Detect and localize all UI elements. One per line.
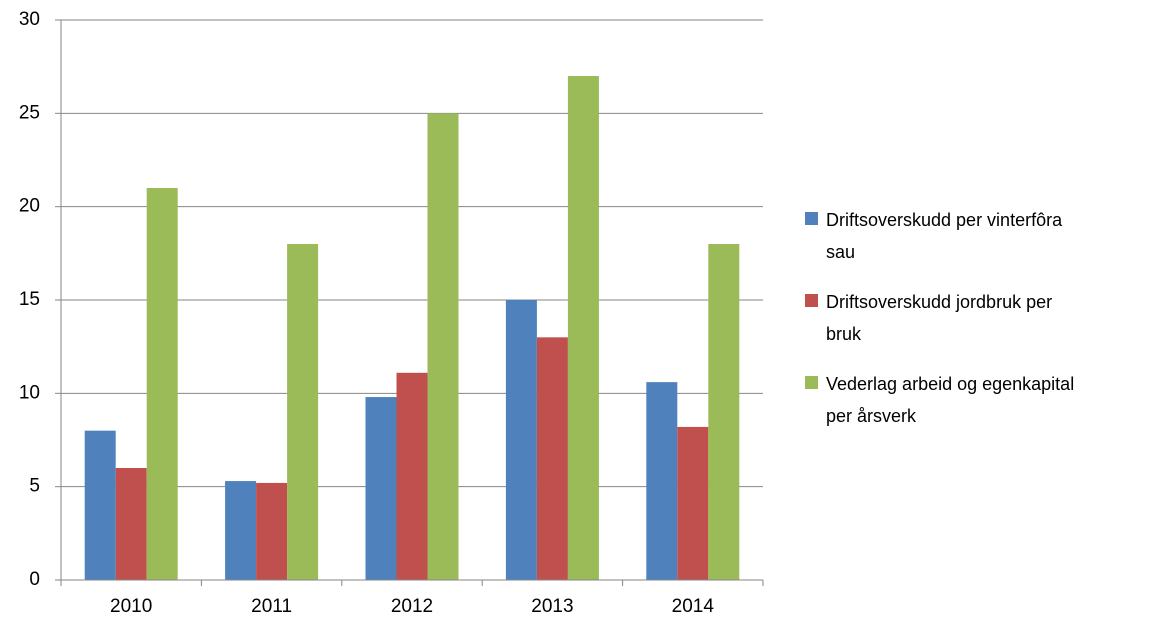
legend-swatch — [805, 212, 818, 225]
legend-swatch — [805, 294, 818, 307]
bar — [115, 468, 147, 580]
legend-label: Driftsoverskudd jordbruk per bruk — [826, 292, 1053, 344]
bar — [536, 337, 568, 580]
legend-label: Vederlag arbeid og egenkapital per årsve… — [826, 374, 1075, 426]
legend-entry: Vederlag arbeid og egenkapital per årsve… — [805, 368, 1105, 432]
bar — [146, 188, 178, 580]
y-tick-label: 20 — [19, 196, 40, 217]
bar — [677, 426, 709, 580]
bar — [287, 244, 319, 580]
legend-swatch — [805, 376, 818, 389]
x-tick-label: 2011 — [251, 596, 292, 617]
bar — [708, 244, 740, 580]
bar — [365, 397, 397, 580]
y-tick-label: 30 — [19, 9, 40, 30]
bar — [225, 481, 257, 580]
legend-entry: Driftsoverskudd jordbruk per bruk — [805, 286, 1105, 350]
y-tick-label: 25 — [19, 102, 40, 123]
bar — [567, 76, 599, 580]
x-tick-label: 2013 — [531, 596, 573, 617]
bar — [427, 113, 459, 580]
x-tick-label: 2014 — [672, 596, 715, 617]
y-tick-label: 10 — [19, 382, 40, 403]
y-tick-label: 15 — [19, 289, 40, 310]
bar — [256, 482, 288, 580]
bar — [505, 300, 537, 580]
legend-label: Driftsoverskudd per vinterfôra sau — [826, 210, 1063, 262]
bar — [646, 382, 678, 580]
y-tick-label: 5 — [29, 476, 40, 497]
legend-entry: Driftsoverskudd per vinterfôra sau — [805, 204, 1105, 268]
x-tick-label: 2010 — [110, 596, 152, 617]
x-tick-label: 2012 — [391, 596, 433, 617]
y-tick-label: 0 — [29, 569, 40, 590]
bar — [396, 372, 428, 580]
legend: Driftsoverskudd per vinterfôra sau Drifts… — [805, 204, 1105, 450]
bar — [84, 430, 116, 580]
